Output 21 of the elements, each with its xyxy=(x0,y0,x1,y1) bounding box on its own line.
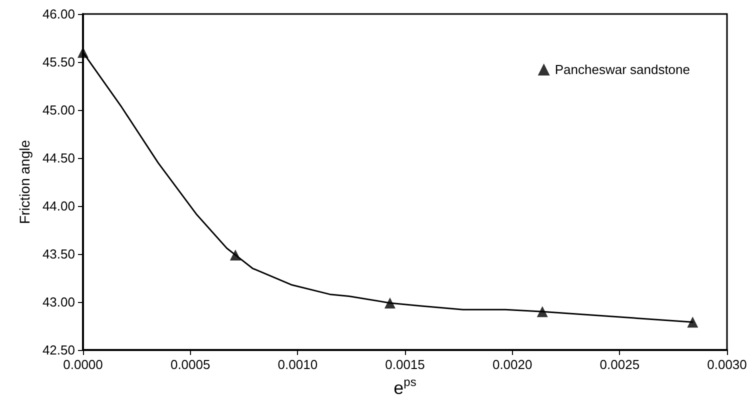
point xyxy=(230,249,241,260)
y-tick-label: 43.00 xyxy=(42,294,75,310)
x-tick-label: 0.0025 xyxy=(600,357,640,372)
y-tick-label: 42.50 xyxy=(42,342,75,358)
x-tick-label: 0.0005 xyxy=(170,357,210,372)
x-tick-label: 0.0010 xyxy=(278,357,318,372)
point xyxy=(536,306,548,318)
x-tick-label: 0.0030 xyxy=(707,357,747,372)
y-tick-label: 46.00 xyxy=(42,6,75,22)
legend-label: Pancheswar sandstone xyxy=(554,62,690,77)
x-tick-label: 0.0000 xyxy=(63,357,103,372)
y-tick-label: 43.50 xyxy=(42,246,75,262)
y-axis-title: Friction angle xyxy=(16,140,33,224)
x-tick-label: 0.0015 xyxy=(385,357,425,372)
point xyxy=(384,297,396,308)
y-tick-label: 44.50 xyxy=(42,150,75,166)
y-tick-label: 45.00 xyxy=(42,102,75,118)
y-tick-label: 45.50 xyxy=(42,54,75,70)
point xyxy=(687,316,698,328)
y-tick-label: 44.00 xyxy=(42,198,75,214)
x-tick-label: 0.0020 xyxy=(492,357,532,372)
